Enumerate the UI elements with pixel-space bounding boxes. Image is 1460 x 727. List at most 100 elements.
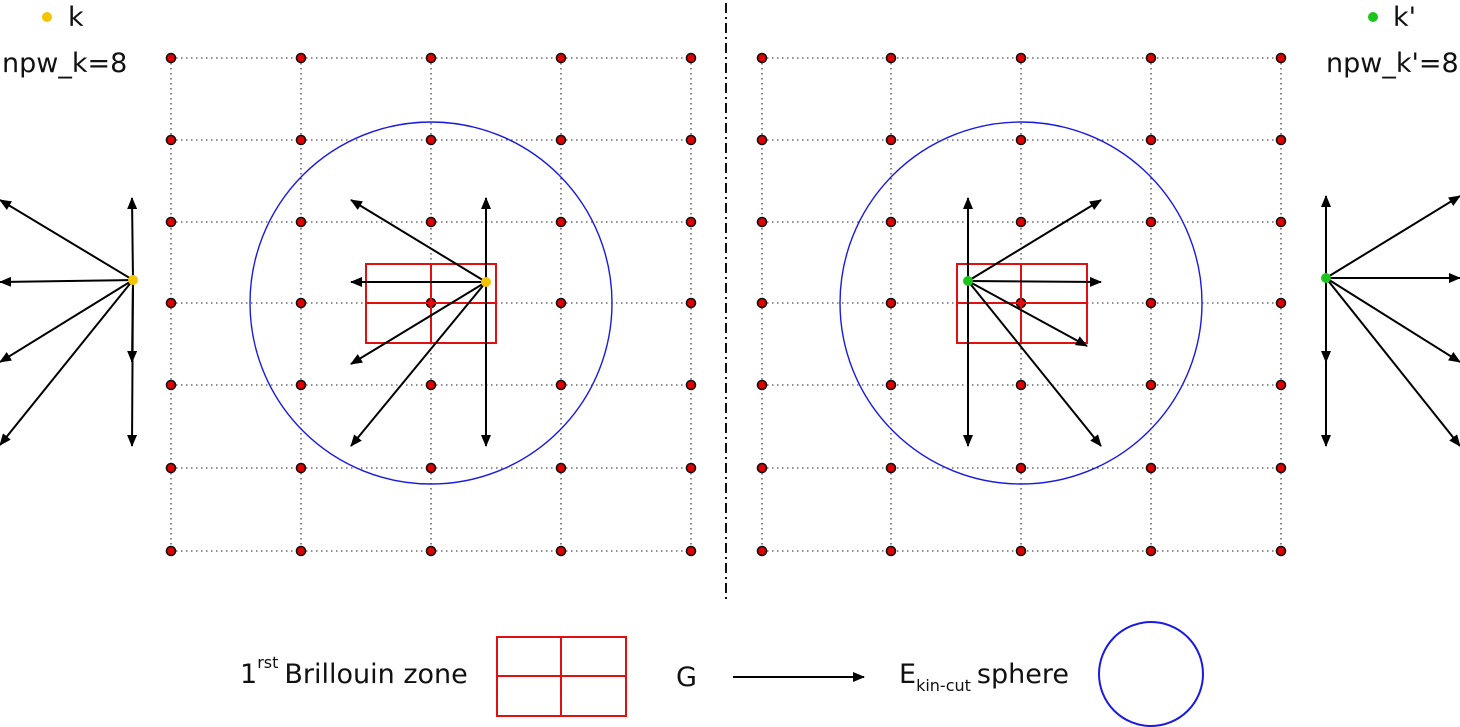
- k-legend-dot: [42, 12, 52, 22]
- left-lattice-node: [425, 216, 437, 228]
- right-zone-g-vector-arrow: [967, 276, 1102, 287]
- left-zone-g-vector-arrow: [350, 199, 487, 283]
- right-lattice-node: [1275, 379, 1287, 391]
- left-zone-plane-wave-vectors: [350, 197, 491, 447]
- left-lattice-node: [685, 545, 697, 557]
- right-lattice-node: [1015, 216, 1027, 228]
- left-lattice-node: [425, 52, 437, 64]
- left-lattice-node: [425, 462, 437, 474]
- kprime-label: k': [1393, 2, 1416, 33]
- left-lattice-node: [295, 379, 307, 391]
- right-k-g-vector-arrow: [1325, 195, 1460, 279]
- right-lattice-node: [756, 52, 768, 64]
- right-zone-g-vector-arrow: [967, 280, 1102, 447]
- k-label: k: [68, 2, 84, 33]
- right-zone-plane-wave-vectors: [963, 197, 1102, 447]
- left-k-g-vector-arrow: [127, 279, 138, 447]
- right-k-g-vector-arrow: [1325, 277, 1460, 363]
- left-lattice-node: [555, 216, 567, 228]
- left-lattice-node: [295, 297, 307, 309]
- legend: 1rst Brillouin zone G Ekin-cut sphere: [240, 621, 1204, 727]
- right-lattice-node: [1275, 134, 1287, 146]
- left-cutoff-sphere: [249, 121, 613, 485]
- left-lattice-node: [165, 134, 177, 146]
- left-lattice-node: [555, 134, 567, 146]
- right-lattice-node: [1145, 297, 1157, 309]
- left-lattice-node: [685, 379, 697, 391]
- right-lattice-node: [1015, 379, 1027, 391]
- left-lattice-node: [165, 297, 177, 309]
- left-k-g-vector-arrow: [0, 279, 134, 446]
- left-lattice-node: [165, 462, 177, 474]
- right-zone-g-vector-arrow: [967, 280, 1088, 347]
- right-lattice-node: [1275, 297, 1287, 309]
- npw-kprime-label: npw_k'=8: [1326, 48, 1459, 79]
- left-zone-g-vector-arrow: [350, 281, 487, 365]
- legend-bz-label: 1rst Brillouin zone: [240, 653, 468, 690]
- right-lattice-node: [756, 545, 768, 557]
- right-lattice-node: [1145, 545, 1157, 557]
- right-lattice-node: [885, 297, 897, 309]
- right-lattice-node: [1015, 462, 1027, 474]
- right-lattice-node: [1145, 379, 1157, 391]
- left-lattice-node: [295, 216, 307, 228]
- left-zone-k-point: [481, 277, 491, 287]
- right-lattice-node: [1145, 216, 1157, 228]
- left-lattice-node: [685, 134, 697, 146]
- left-lattice-node: [425, 379, 437, 391]
- left-lattice-node: [165, 379, 177, 391]
- right-lattice-node: [1145, 462, 1157, 474]
- left-lattice-node: [425, 134, 437, 146]
- left-k-g-vector-arrow: [0, 199, 134, 281]
- right-brillouin-zone: [956, 263, 1088, 344]
- right-lattice-node: [885, 545, 897, 557]
- legend-sphere-swatch: [1098, 621, 1204, 727]
- legend-brillouin-zone-swatch: [496, 636, 627, 717]
- right-zone-kprime-point: [963, 276, 973, 286]
- left-lattice-node: [555, 462, 567, 474]
- left-lattice-node: [555, 297, 567, 309]
- right-lattice-node: [1015, 52, 1027, 64]
- left-lattice-node: [295, 52, 307, 64]
- left-brillouin-zone: [365, 263, 497, 344]
- right-kprime-point: [1321, 273, 1331, 283]
- right-kprime-plane-wave-vectors: [1321, 195, 1460, 447]
- left-lattice-node: [295, 134, 307, 146]
- left-lattice-node: [555, 379, 567, 391]
- left-k-g-vector-arrow: [0, 276, 134, 287]
- right-lattice-node: [885, 52, 897, 64]
- left-lattice-node: [165, 545, 177, 557]
- left-lattice-node: [425, 545, 437, 557]
- right-lattice-node: [1145, 52, 1157, 64]
- right-reciprocal-lattice: [756, 52, 1287, 557]
- right-lattice-node: [1145, 134, 1157, 146]
- kprime-legend-dot: [1368, 12, 1378, 22]
- left-lattice-node: [685, 297, 697, 309]
- left-lattice-node: [685, 216, 697, 228]
- left-lattice-node: [685, 462, 697, 474]
- left-lattice-node: [685, 52, 697, 64]
- left-k-plane-wave-vectors: [0, 197, 138, 447]
- right-lattice-node: [1015, 134, 1027, 146]
- right-lattice-node: [1275, 216, 1287, 228]
- right-lattice-node: [1275, 52, 1287, 64]
- left-lattice-node: [555, 52, 567, 64]
- right-lattice-node: [756, 134, 768, 146]
- right-k-g-vector-arrow: [1325, 277, 1460, 447]
- right-lattice-node: [756, 462, 768, 474]
- right-lattice-node: [1275, 545, 1287, 557]
- right-lattice-node: [1275, 462, 1287, 474]
- right-lattice-node: [885, 379, 897, 391]
- right-lattice-node: [885, 134, 897, 146]
- left-k-g-vector-arrow: [127, 197, 138, 281]
- left-k-point: [128, 275, 138, 285]
- right-zone-g-vector-arrow: [967, 199, 1102, 282]
- right-cutoff-sphere: [839, 121, 1203, 485]
- left-k-g-vector-arrow: [0, 279, 134, 363]
- legend-g-label: G: [676, 662, 697, 693]
- npw-k-label: npw_k=8: [2, 48, 127, 79]
- left-lattice-node: [295, 462, 307, 474]
- right-lattice-node: [756, 216, 768, 228]
- left-lattice-node: [165, 52, 177, 64]
